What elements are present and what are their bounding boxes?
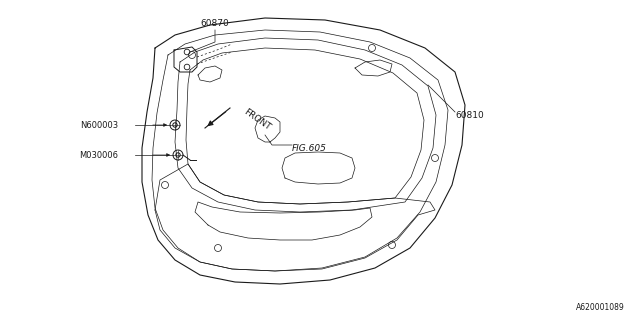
Text: 60810: 60810 [455,110,484,119]
Text: N600003: N600003 [80,121,118,130]
Text: FRONT: FRONT [242,108,272,132]
Text: A620001089: A620001089 [576,303,625,312]
Text: 60870: 60870 [200,19,229,28]
Text: FIG.605: FIG.605 [292,143,327,153]
Text: M030006: M030006 [79,150,118,159]
